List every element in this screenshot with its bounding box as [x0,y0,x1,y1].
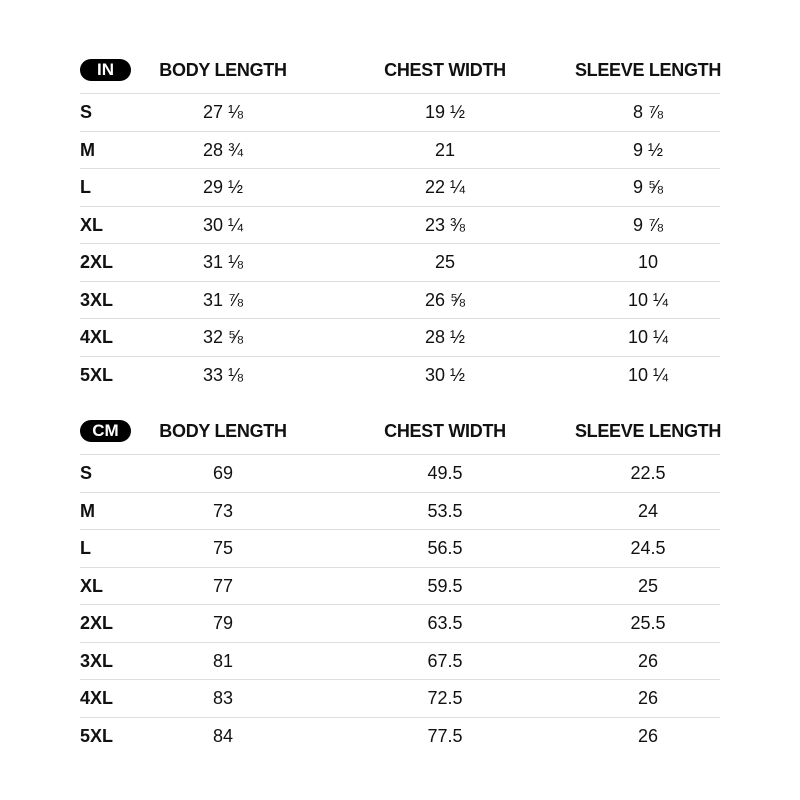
table-row: 2XL 79 63.5 25.5 [80,604,720,642]
body-length-value: 69 [212,463,234,483]
body-length-value: 83 [212,688,234,708]
sleeve-length-value: 10 [637,252,659,272]
sleeve-length-value: 10 ¼ [627,364,669,385]
body-length-value: 81 [212,650,234,671]
size-label: M [80,500,95,521]
sleeve-length-value: 9 ⅞ [632,214,664,235]
chest-width-value: 53.5 [427,500,463,521]
sleeve-length-value: 24 [637,500,659,521]
header-chest-width: CHEST WIDTH [384,421,506,441]
table-row: S 69 49.5 22.5 [80,454,720,492]
size-label: S [80,102,93,122]
chest-width-value: 28 ½ [424,327,466,347]
table-header: IN BODY LENGTH CHEST WIDTH SLEEVE LENGTH [80,59,722,93]
body-length-value: 30 ¼ [202,214,244,235]
body-length-value: 84 [212,725,234,746]
header-sleeve-length: SLEEVE LENGTH [574,421,722,441]
sleeve-length-value: 26 [637,650,659,671]
size-label: S [80,463,93,483]
sleeve-length-value: 9 ⅝ [632,177,664,197]
size-label: 4XL [80,327,114,347]
chest-width-value: 25 [434,252,456,272]
size-label: 2XL [80,613,114,633]
chest-width-value: 23 ⅜ [424,214,466,235]
size-label: 5XL [80,725,114,746]
sleeve-length-value: 24.5 [630,538,666,558]
body-length-value: 27 ⅛ [202,102,244,122]
body-length-value: 77 [212,575,234,596]
size-label: L [80,177,91,197]
chest-width-value: 22 ¼ [424,177,466,197]
header-chest-width: CHEST WIDTH [384,60,506,80]
size-label: 4XL [80,688,114,708]
unit-badge: CM [80,420,131,442]
size-label: 3XL [80,289,114,310]
sleeve-length-value: 26 [637,688,659,708]
size-label: M [80,139,95,160]
table-row: L 75 56.5 24.5 [80,529,720,567]
size-table-cm: CM BODY LENGTH CHEST WIDTH SLEEVE LENGTH… [80,420,722,755]
size-table-inches: IN BODY LENGTH CHEST WIDTH SLEEVE LENGTH… [80,59,722,394]
table-row: 2XL 31 ⅛ 25 10 [80,243,720,281]
table-row: 3XL 31 ⅞ 26 ⅝ 10 ¼ [80,280,720,319]
chest-width-value: 21 [434,139,456,160]
chest-width-value: 63.5 [427,613,463,633]
body-length-value: 31 ⅛ [202,252,244,272]
table-header: CM BODY LENGTH CHEST WIDTH SLEEVE LENGTH [80,420,722,454]
chest-width-value: 19 ½ [424,102,466,122]
table-row: 4XL 83 72.5 26 [80,679,720,717]
header-sleeve-length: SLEEVE LENGTH [574,60,722,80]
unit-badge: IN [80,59,131,81]
table-row: M 73 53.5 24 [80,491,720,530]
sleeve-length-value: 10 ¼ [627,289,669,310]
table-row: 4XL 32 ⅝ 28 ½ 10 ¼ [80,318,720,356]
table-row: 5XL 33 ⅛ 30 ½ 10 ¼ [80,355,720,394]
sleeve-length-value: 25.5 [630,613,666,633]
chest-width-value: 49.5 [427,463,463,483]
sleeve-length-value: 10 ¼ [627,327,669,347]
body-length-value: 31 ⅞ [202,289,244,310]
body-length-value: 73 [212,500,234,521]
table-row: XL 30 ¼ 23 ⅜ 9 ⅞ [80,205,720,244]
size-label: L [80,538,91,558]
chest-width-value: 56.5 [427,538,463,558]
table-row: S 27 ⅛ 19 ½ 8 ⅞ [80,93,720,131]
sleeve-length-value: 26 [637,725,659,746]
body-length-value: 33 ⅛ [202,364,244,385]
body-length-value: 29 ½ [202,177,244,197]
body-length-value: 32 ⅝ [202,327,244,347]
table-row: L 29 ½ 22 ¼ 9 ⅝ [80,168,720,206]
sleeve-length-value: 8 ⅞ [632,102,664,122]
chest-width-value: 77.5 [427,725,463,746]
chest-width-value: 72.5 [427,688,463,708]
sleeve-length-value: 9 ½ [632,139,664,160]
table-row: 3XL 81 67.5 26 [80,641,720,680]
chest-width-value: 30 ½ [424,364,466,385]
sleeve-length-value: 25 [637,575,659,596]
sleeve-length-value: 22.5 [630,463,666,483]
chest-width-value: 26 ⅝ [424,289,466,310]
size-label: 5XL [80,364,114,385]
body-length-value: 75 [212,538,234,558]
body-length-value: 28 ¾ [202,139,244,160]
table-row: M 28 ¾ 21 9 ½ [80,130,720,169]
size-label: XL [80,575,104,596]
chest-width-value: 59.5 [427,575,463,596]
chest-width-value: 67.5 [427,650,463,671]
header-body-length: BODY LENGTH [159,60,287,80]
size-label: 2XL [80,252,114,272]
table-row: 5XL 84 77.5 26 [80,716,720,755]
size-label: 3XL [80,650,114,671]
size-label: XL [80,214,104,235]
body-length-value: 79 [212,613,234,633]
header-body-length: BODY LENGTH [159,421,287,441]
table-row: XL 77 59.5 25 [80,566,720,605]
